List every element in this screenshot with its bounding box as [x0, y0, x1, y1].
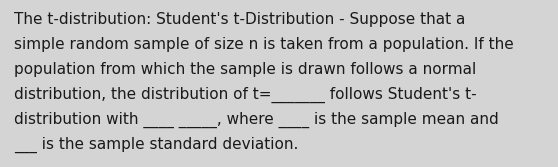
Text: population from which the sample is drawn follows a normal: population from which the sample is draw… — [14, 62, 476, 77]
Text: distribution with ____ _____, where ____ is the sample mean and: distribution with ____ _____, where ____… — [14, 112, 499, 128]
Text: The t-distribution: Student's t-Distribution - Suppose that a: The t-distribution: Student's t-Distribu… — [14, 12, 465, 27]
Text: simple random sample of size n is taken from a population. If the: simple random sample of size n is taken … — [14, 37, 514, 52]
Text: distribution, the distribution of t=_______ follows Student's t-: distribution, the distribution of t=____… — [14, 87, 477, 103]
Text: ___ is the sample standard deviation.: ___ is the sample standard deviation. — [14, 137, 299, 153]
